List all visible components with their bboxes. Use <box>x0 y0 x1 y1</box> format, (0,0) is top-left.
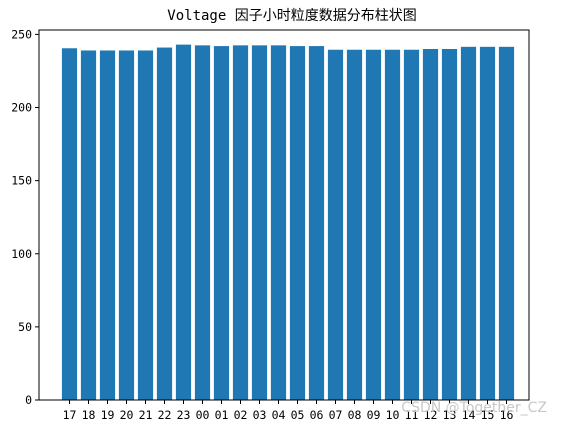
y-tick-label: 100 <box>11 247 32 261</box>
x-tick-label: 11 <box>405 408 419 422</box>
bar-12 <box>422 49 439 400</box>
bar-10 <box>384 49 401 401</box>
x-tick-label: 05 <box>291 408 305 422</box>
x-tick-label: 09 <box>367 408 381 422</box>
x-tick-label: 15 <box>481 408 495 422</box>
x-tick-label: 14 <box>462 408 476 422</box>
x-tick-label: 21 <box>139 408 153 422</box>
y-tick-label: 250 <box>11 27 32 41</box>
x-tick-label: 13 <box>443 408 457 422</box>
bar-04 <box>270 45 287 401</box>
plot-frame <box>38 29 530 401</box>
bar-19 <box>99 50 116 400</box>
bar-20 <box>118 50 135 400</box>
x-tick-label: 17 <box>63 408 77 422</box>
chart-title: Voltage 因子小时粒度数据分布柱状图 <box>167 8 416 24</box>
x-tick-label: 06 <box>310 408 324 422</box>
bar-05 <box>289 46 306 401</box>
y-axis: 0 50 100 150 200 250 <box>11 27 39 407</box>
bar-09 <box>365 49 382 401</box>
x-tick-label: 19 <box>101 408 115 422</box>
bar-22 <box>156 47 173 401</box>
bar-group <box>61 44 515 401</box>
x-tick-label: 18 <box>82 408 96 422</box>
x-tick-label: 02 <box>234 408 248 422</box>
x-tick-label: 03 <box>253 408 267 422</box>
bar-06 <box>308 46 325 401</box>
bar-21 <box>137 50 154 400</box>
watermark-text: CSDN @Together_CZ <box>401 400 547 416</box>
bar-15 <box>479 46 496 400</box>
x-tick-label: 16 <box>500 408 514 422</box>
bar-14 <box>460 46 477 400</box>
x-tick-label: 08 <box>348 408 362 422</box>
x-tick-label: 23 <box>177 408 191 422</box>
x-tick-label: 01 <box>215 408 229 422</box>
bar-18 <box>80 50 97 400</box>
bar-03 <box>251 45 268 401</box>
y-tick-label: 0 <box>25 393 32 407</box>
bar-01 <box>213 46 230 401</box>
y-tick-label: 50 <box>18 320 32 334</box>
x-tick-label: 00 <box>196 408 210 422</box>
bar-13 <box>441 49 458 400</box>
bar-00 <box>194 45 211 401</box>
bar-17 <box>61 48 78 400</box>
bar-23 <box>175 44 192 401</box>
bar-11 <box>403 49 420 401</box>
bar-16 <box>498 46 515 400</box>
x-tick-label: 07 <box>329 408 343 422</box>
bar-08 <box>346 49 363 401</box>
x-tick-label: 20 <box>120 408 134 422</box>
x-axis: 17 18 19 20 21 22 23 00 01 02 03 04 05 06 07 08 09 10 11 12… <box>63 400 514 422</box>
bar-02 <box>232 45 249 401</box>
y-tick-label: 150 <box>11 174 32 188</box>
x-tick-label: 10 <box>386 408 400 422</box>
x-tick-label: 12 <box>424 408 438 422</box>
y-tick-label: 200 <box>11 101 32 115</box>
x-tick-label: 04 <box>272 408 286 422</box>
x-tick-label: 22 <box>158 408 172 422</box>
bar-07 <box>327 49 344 401</box>
